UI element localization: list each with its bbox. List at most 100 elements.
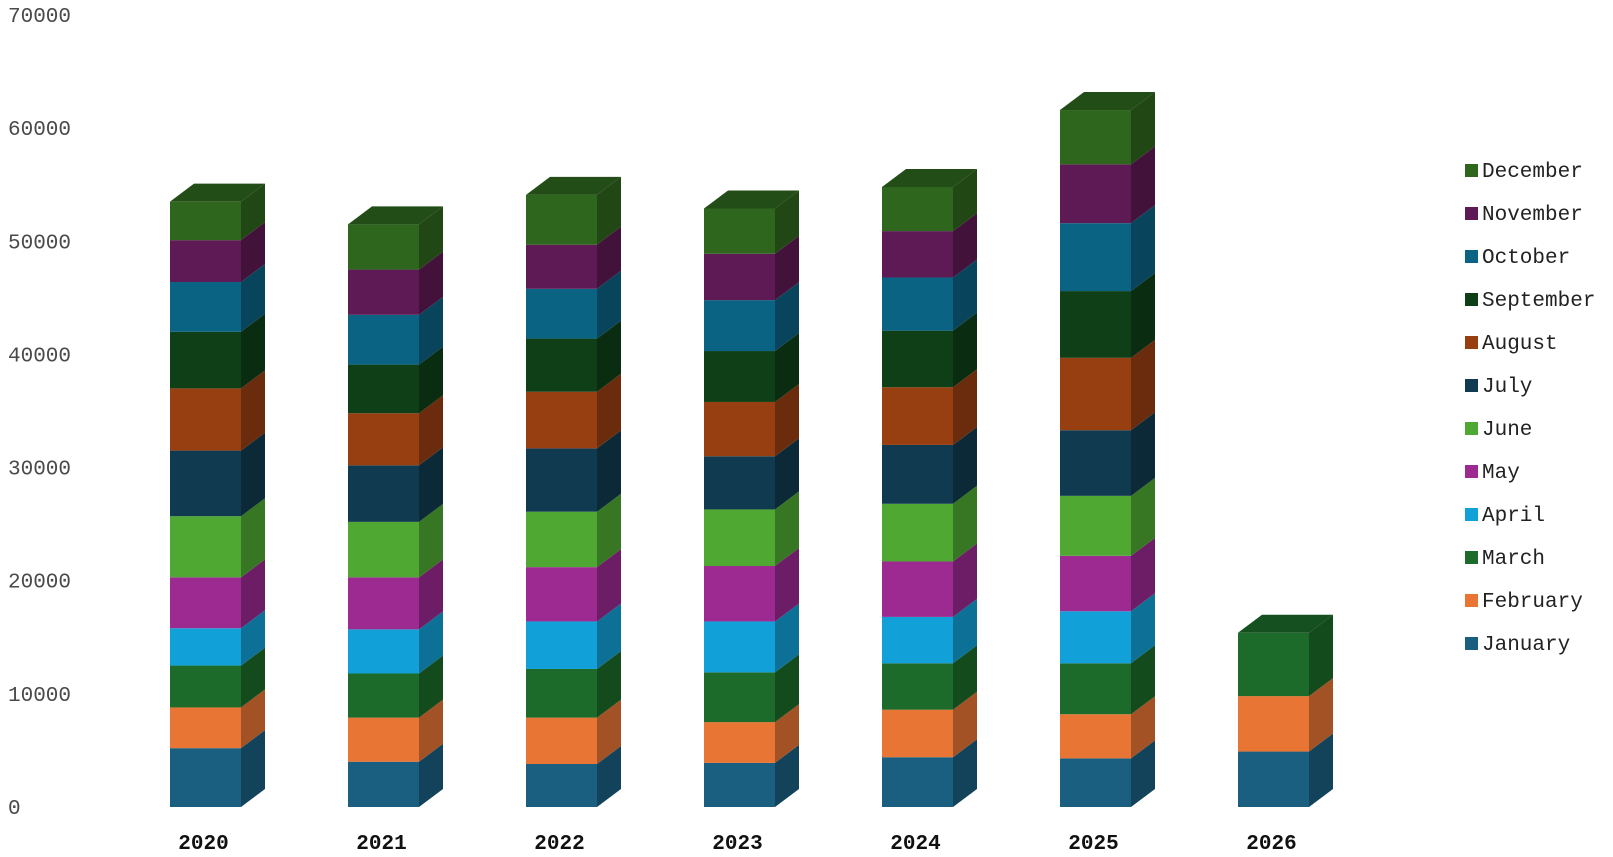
bar-segment bbox=[170, 730, 265, 807]
legend-label: August bbox=[1482, 333, 1558, 356]
y-tick-label: 50000 bbox=[8, 232, 71, 255]
bar-front bbox=[526, 288, 597, 339]
bar-front bbox=[526, 511, 597, 568]
legend-label: March bbox=[1482, 548, 1545, 571]
bar-front bbox=[1060, 357, 1131, 431]
bar-front bbox=[1060, 555, 1131, 612]
bar-segment bbox=[704, 548, 799, 622]
bar-side bbox=[1131, 146, 1155, 224]
bar-side bbox=[953, 543, 977, 617]
bar-side bbox=[241, 730, 265, 807]
bar-segment bbox=[526, 746, 621, 807]
bar-front bbox=[882, 444, 953, 504]
bar-side bbox=[953, 691, 977, 758]
bar-segment bbox=[882, 739, 977, 807]
legend-swatch bbox=[1465, 293, 1478, 306]
bar-side bbox=[775, 438, 799, 510]
legend-item: December bbox=[1465, 161, 1583, 184]
legend-item: May bbox=[1465, 462, 1520, 485]
bar-front bbox=[1060, 110, 1131, 165]
bar-front bbox=[348, 269, 419, 315]
bar-front bbox=[882, 561, 953, 617]
bar-front bbox=[170, 388, 241, 451]
x-axis: 2020 2021 2022 2023 2024 2025 2026 bbox=[178, 833, 1296, 856]
legend-item: January bbox=[1465, 634, 1570, 657]
y-tick-label: 0 bbox=[8, 798, 21, 821]
bar-segment bbox=[882, 598, 977, 664]
bar-segment bbox=[704, 491, 799, 567]
bar-top bbox=[1060, 92, 1155, 111]
bar-side bbox=[775, 491, 799, 567]
bar-segment bbox=[526, 373, 621, 449]
bar-side bbox=[775, 654, 799, 723]
bar-segment bbox=[170, 183, 265, 241]
bar-side bbox=[953, 485, 977, 562]
bar-front bbox=[170, 450, 241, 517]
bar-front bbox=[348, 521, 419, 578]
bar-side bbox=[1131, 696, 1155, 759]
bar-side bbox=[1131, 92, 1155, 165]
bar-segment bbox=[882, 691, 977, 758]
bar-front bbox=[170, 282, 241, 332]
bar-side bbox=[419, 251, 443, 315]
bar-front bbox=[704, 762, 775, 807]
legend-label: November bbox=[1482, 204, 1583, 227]
legend: December November October September August Ju… bbox=[1465, 161, 1595, 657]
legend-swatch bbox=[1465, 336, 1478, 349]
bar-segment bbox=[704, 744, 799, 807]
bar-front bbox=[170, 707, 241, 749]
bar-side bbox=[241, 689, 265, 749]
bar-segment bbox=[1060, 477, 1155, 556]
bar-side bbox=[953, 312, 977, 388]
bar-segment bbox=[1060, 537, 1155, 612]
legend-label: July bbox=[1482, 376, 1532, 399]
bar-side bbox=[775, 383, 799, 457]
bar-segment bbox=[704, 654, 799, 723]
bar-side bbox=[775, 235, 799, 301]
bar-side bbox=[1131, 477, 1155, 556]
x-tick-label: 2024 bbox=[890, 833, 940, 856]
bar-front bbox=[526, 244, 597, 289]
y-axis: 0 10000 20000 30000 40000 50000 60000 70000 bbox=[8, 6, 71, 821]
bar-segment bbox=[1060, 339, 1155, 431]
bar-front bbox=[1060, 611, 1131, 664]
legend-label: December bbox=[1482, 161, 1583, 184]
bar-segment bbox=[704, 333, 799, 402]
bar-segment bbox=[348, 743, 443, 807]
bar-segment bbox=[1238, 678, 1333, 752]
bar-segment bbox=[170, 610, 265, 666]
bar-front bbox=[704, 351, 775, 402]
legend-item: October bbox=[1465, 247, 1570, 270]
bar-segment bbox=[170, 498, 265, 578]
bar-front bbox=[1238, 751, 1309, 807]
legend-swatch bbox=[1465, 594, 1478, 607]
bar-front bbox=[348, 673, 419, 718]
bar-segment bbox=[1238, 614, 1333, 697]
bar-side bbox=[775, 704, 799, 763]
bar-segment bbox=[1060, 645, 1155, 715]
bar-top bbox=[1238, 614, 1333, 633]
legend-label: April bbox=[1482, 505, 1545, 528]
x-tick-label: 2022 bbox=[534, 833, 584, 856]
legend-item: September bbox=[1465, 290, 1595, 313]
bar-segment bbox=[1060, 273, 1155, 358]
bar-segment bbox=[1060, 146, 1155, 224]
bar-segment bbox=[526, 270, 621, 339]
bar-side bbox=[1131, 537, 1155, 612]
bar-front bbox=[526, 448, 597, 512]
bar-segment bbox=[348, 395, 443, 466]
bar-top bbox=[704, 190, 799, 209]
bar-side bbox=[597, 373, 621, 449]
bar-segment bbox=[170, 647, 265, 708]
legend-swatch bbox=[1465, 422, 1478, 435]
legend-label: October bbox=[1482, 247, 1570, 270]
bar-front bbox=[882, 186, 953, 232]
bar-side bbox=[953, 645, 977, 710]
legend-item: August bbox=[1465, 333, 1558, 356]
bar-side bbox=[241, 183, 265, 241]
bar-front bbox=[526, 338, 597, 392]
bar-side bbox=[775, 333, 799, 402]
bar-segment bbox=[882, 312, 977, 388]
bar-front bbox=[882, 277, 953, 331]
